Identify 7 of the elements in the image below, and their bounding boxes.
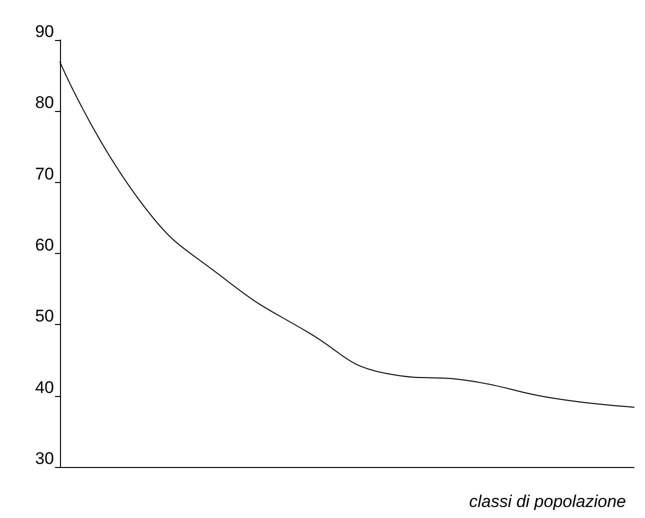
- y-tick-label: 80: [35, 93, 54, 112]
- y-tick-label: 40: [35, 378, 54, 397]
- y-tick-label: 60: [35, 236, 54, 254]
- y-tick-label: 90: [35, 22, 54, 41]
- y-tick-label: 50: [35, 306, 54, 326]
- y-tick-label: 30: [35, 449, 54, 468]
- y-tick-label: 70: [35, 164, 54, 184]
